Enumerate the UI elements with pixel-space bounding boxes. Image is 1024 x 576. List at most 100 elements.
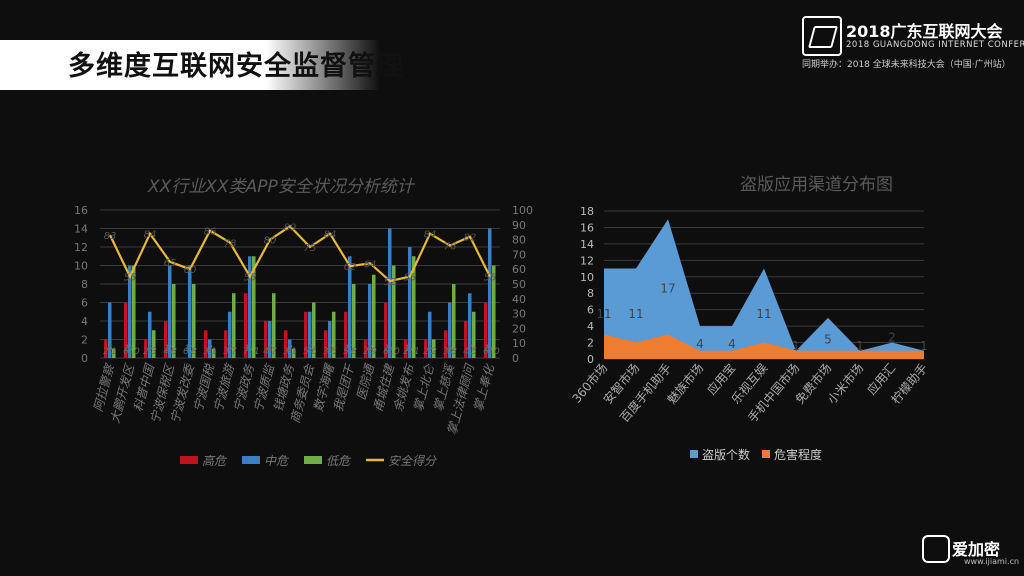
bar-data-label: 10 (164, 344, 176, 354)
bar-中危 (208, 339, 212, 358)
line-data-label: 76 (444, 242, 457, 253)
line-安全得分 (109, 224, 491, 283)
bar-低危 (112, 348, 116, 358)
bar-高危 (424, 339, 428, 358)
bar-中危 (448, 302, 452, 358)
y-tick-label: 18 (580, 205, 594, 218)
bar-data-label: 10 (488, 347, 500, 357)
legend-label: 中危 (264, 454, 290, 468)
bar-data-label: 8 (351, 347, 357, 357)
bar-中危 (468, 293, 472, 358)
bar-data-label: 8 (171, 347, 177, 357)
bar-data-label: 11 (344, 344, 355, 354)
bar-低危 (492, 265, 496, 358)
bar-高危 (124, 302, 128, 358)
bar-高危 (484, 302, 488, 358)
right-tick-label: 0 (512, 352, 519, 365)
bar-data-label: 11 (408, 347, 419, 357)
bar-data-label: 2 (423, 347, 429, 357)
bar-data-label: 2 (207, 344, 213, 354)
bar-data-label: 5 (343, 347, 349, 357)
legend-label: 盗版个数 (702, 447, 750, 462)
bar-data-label: 4 (327, 344, 333, 354)
bar-中危 (168, 265, 172, 358)
right-tick-label: 30 (512, 308, 526, 321)
line-data-label: 80 (264, 236, 277, 247)
left-tick-label: 16 (74, 204, 88, 217)
slide-title: 多维度互联网安全监督管理 (68, 51, 404, 82)
bar-data-label: 10 (124, 344, 136, 354)
y-tick-label: 0 (587, 353, 594, 366)
bar-data-label: 6 (447, 344, 453, 354)
y-tick-label: 8 (587, 287, 594, 300)
bar-低危 (352, 284, 356, 358)
bar-中危 (268, 321, 272, 358)
right-tick-label: 10 (512, 337, 526, 350)
left-tick-label: 10 (74, 260, 88, 273)
bar-data-label: 8 (451, 347, 457, 357)
bar-data-label: 4 (163, 347, 169, 357)
bar-高危 (164, 321, 168, 358)
bar-data-label: 2 (403, 347, 409, 357)
bar-中危 (368, 284, 372, 358)
bar-data-label: 10 (128, 347, 140, 357)
bar-data-label: 3 (323, 347, 329, 357)
bar-data-label: 5 (303, 347, 309, 357)
watermark-url: www.ijiami.cn (964, 557, 1020, 566)
bar-中危 (308, 311, 312, 358)
line-data-label: 55 (404, 273, 417, 284)
bar-data-label: 1 (211, 347, 217, 357)
bar-data-label: 6 (311, 347, 317, 357)
bar-data-label: 7 (467, 344, 473, 354)
bar-data-label: 7 (243, 347, 249, 357)
bar-data-label: 5 (147, 344, 153, 354)
line-data-label: 86 (204, 227, 217, 238)
bar-高危 (224, 330, 228, 358)
bar-data-label: 14 (484, 344, 496, 354)
bar-data-label: 4 (463, 347, 469, 357)
bar-高危 (144, 339, 148, 358)
line-data-label: 55 (484, 273, 497, 284)
bar-高危 (444, 330, 448, 358)
bar-data-label: 3 (443, 347, 449, 357)
bar-data-label: 12 (404, 344, 416, 354)
legend-swatch (242, 456, 260, 464)
bar-高危 (384, 302, 388, 358)
bar-data-label: 5 (427, 344, 433, 354)
bar-data-label: 4 (267, 344, 273, 354)
line-data-label: 55 (124, 273, 137, 284)
bar-中危 (428, 311, 432, 358)
bar-高危 (204, 330, 208, 358)
area-data-label: 11 (756, 307, 771, 321)
right-tick-label: 60 (512, 263, 526, 276)
bar-低危 (372, 274, 376, 358)
y-tick-label: 4 (587, 320, 594, 333)
area-data-label: 17 (660, 281, 675, 295)
bar-高危 (324, 330, 328, 358)
area-危害程度 (604, 334, 924, 359)
line-data-label: 60 (184, 265, 197, 276)
bar-data-label: 3 (203, 347, 209, 357)
bar-低危 (172, 284, 176, 358)
line-data-label: 55 (244, 273, 257, 284)
bar-中危 (328, 321, 332, 358)
line-data-label: 84 (424, 230, 437, 241)
bar-data-label: 6 (483, 347, 489, 357)
bar-低危 (412, 256, 416, 358)
right-tick-label: 50 (512, 278, 526, 291)
area-data-label: 4 (696, 337, 704, 351)
bar-data-label: 7 (231, 347, 237, 357)
bar-data-label: 9 (371, 347, 377, 357)
bar-低危 (212, 348, 216, 358)
line-data-label: 89 (284, 222, 297, 233)
y-tick-label: 16 (580, 221, 594, 234)
right-tick-label: 100 (512, 204, 533, 217)
line-data-label: 65 (164, 258, 177, 269)
bar-中危 (128, 265, 132, 358)
bar-data-label: 2 (431, 347, 437, 357)
bar-低危 (152, 330, 156, 358)
legend-swatch (304, 456, 322, 464)
title-banner (0, 40, 380, 90)
area-data-label: 5 (824, 333, 832, 347)
y-tick-label: 6 (587, 304, 594, 317)
